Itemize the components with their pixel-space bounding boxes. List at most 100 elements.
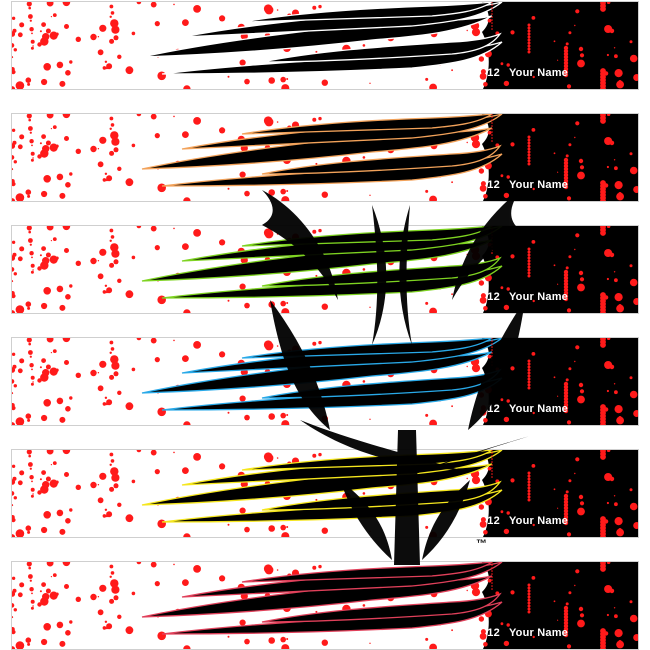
splatter-dot <box>50 464 53 466</box>
panel-splatter-dot <box>491 358 493 360</box>
splatter-dot <box>369 194 371 196</box>
splatter-dot <box>41 414 48 422</box>
panel-splatter-dot <box>491 4 493 6</box>
splatter-dot <box>43 399 51 407</box>
panel-splatter-dot <box>527 380 531 384</box>
splatter-dot <box>565 602 569 606</box>
panel-splatter-dot <box>491 364 493 366</box>
wrap-design-5[interactable]: 12 Your Name <box>11 449 639 538</box>
splatter-dot <box>618 528 622 531</box>
wrap-design-1[interactable]: 12 Your Name <box>11 1 639 90</box>
splatter-dot <box>429 419 437 425</box>
splatter-dot <box>506 63 510 67</box>
splatter-dot <box>500 62 504 66</box>
splatter-dot <box>183 197 191 201</box>
wrap-design-3[interactable]: 12 Your Name <box>11 225 639 314</box>
splatter-dot <box>618 640 622 643</box>
splatter-dot <box>182 243 189 250</box>
wrap-label: 12 Your Name <box>487 627 568 639</box>
splatter-dot <box>117 166 122 171</box>
splatter-dot <box>102 178 107 182</box>
splatter-dot <box>150 562 157 568</box>
splatter-dot <box>281 196 290 201</box>
splatter-dot <box>429 307 437 313</box>
splatter-dot <box>65 70 71 76</box>
splatter-dot <box>30 270 34 274</box>
wrap-design-6[interactable]: 12 Your Name <box>11 561 639 650</box>
splatter-dot <box>321 303 328 310</box>
panel-splatter-dot <box>491 349 493 351</box>
splatter-dot <box>59 192 66 199</box>
splatter-dot <box>62 226 71 231</box>
splatter-dot <box>629 502 638 511</box>
splatter-dot <box>429 195 437 201</box>
wrap-design-2[interactable]: 12 Your Name <box>11 113 639 202</box>
splatter-dot <box>577 171 585 180</box>
splatter-dot <box>606 450 611 452</box>
splatter-dot <box>97 596 100 598</box>
splatter-dot <box>157 71 166 81</box>
splatter-dot <box>579 277 585 282</box>
splatter-dot <box>31 368 33 371</box>
panel-splatter-dot <box>527 156 531 160</box>
splatter-dot <box>62 114 71 119</box>
splatter-dot <box>28 6 32 10</box>
splatter-dot <box>12 367 16 373</box>
splatter-dot <box>29 251 34 256</box>
splatter-dot <box>574 472 576 475</box>
splatter-dot <box>466 365 468 368</box>
splatter-dot <box>633 74 638 81</box>
splatter-dot <box>19 134 25 140</box>
splatter-dot <box>31 592 33 595</box>
splatter-dot <box>312 565 317 570</box>
splatter-dot <box>109 15 112 18</box>
splatter-dot <box>553 488 556 491</box>
splatter-dot <box>12 352 16 356</box>
panel-splatter-dot <box>527 26 531 30</box>
splatter-dot <box>629 166 638 175</box>
panel-splatter-dot <box>491 567 493 569</box>
panel-splatter-dot <box>600 230 606 236</box>
splatter-dot <box>154 21 160 27</box>
splatter-dot <box>125 66 134 75</box>
splatter-dot <box>46 450 54 455</box>
splatter-dot <box>362 380 366 383</box>
end-panel <box>482 2 638 89</box>
splatter-dot <box>575 121 580 126</box>
splatter-dot <box>12 616 14 619</box>
splatter-dot <box>633 410 638 417</box>
wrap-design-4[interactable]: 12 Your Name <box>11 337 639 426</box>
splatter-dot <box>12 43 15 48</box>
splatter-dot <box>553 376 556 379</box>
splatter-dot <box>618 192 622 195</box>
panel-splatter-dot <box>491 2 493 3</box>
splatter-dot <box>26 450 32 455</box>
panel-splatter-dot <box>491 234 493 236</box>
splatter-dot <box>104 508 108 511</box>
splatter-dot <box>50 576 53 578</box>
splatter-dot <box>531 352 536 356</box>
splatter-dot <box>104 172 108 175</box>
splatter-dot <box>616 528 624 537</box>
splatter-dot <box>566 644 572 649</box>
splatter-dot <box>483 418 488 423</box>
splatter-dot <box>37 602 42 607</box>
splatter-dot <box>157 631 166 641</box>
splatter-dot <box>41 246 46 251</box>
splatter-dot <box>27 306 31 310</box>
splatter-dot <box>244 190 250 197</box>
splatter-dot <box>503 416 510 423</box>
splatter-dot <box>638 563 639 564</box>
end-panel <box>482 226 638 313</box>
splatter-dot <box>106 511 113 518</box>
panel-splatter-dot <box>527 250 531 254</box>
splatter-dot <box>239 171 246 178</box>
splatter-dot <box>39 254 42 257</box>
splatter-dot <box>315 162 318 165</box>
splatter-dot <box>239 507 246 514</box>
splatter-dot <box>487 578 492 583</box>
splatter-dot <box>28 14 33 19</box>
panel-splatter-dot <box>563 520 569 526</box>
panel-splatter-dot <box>600 6 606 12</box>
splatter-dot <box>131 31 136 36</box>
